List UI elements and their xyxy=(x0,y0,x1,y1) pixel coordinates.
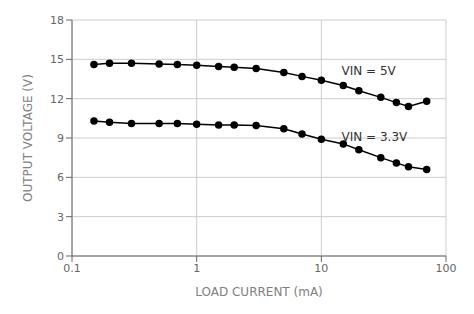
svg-text:0: 0 xyxy=(57,250,64,263)
svg-text:10: 10 xyxy=(314,262,328,275)
svg-text:VIN = 5V: VIN = 5V xyxy=(342,64,397,78)
svg-text:9: 9 xyxy=(57,132,64,145)
svg-text:15: 15 xyxy=(50,53,64,66)
svg-text:12: 12 xyxy=(50,93,64,106)
svg-text:LOAD CURRENT (mA): LOAD CURRENT (mA) xyxy=(195,285,323,299)
svg-text:1: 1 xyxy=(193,262,200,275)
svg-text:6: 6 xyxy=(57,171,64,184)
svg-text:OUTPUT VOLTAGE (V): OUTPUT VOLTAGE (V) xyxy=(21,74,35,202)
svg-text:100: 100 xyxy=(436,262,457,275)
svg-text:18: 18 xyxy=(50,14,64,27)
svg-text:0.1: 0.1 xyxy=(63,262,81,275)
svg-text:3: 3 xyxy=(57,211,64,224)
svg-text:VIN = 3.3V: VIN = 3.3V xyxy=(342,130,408,144)
